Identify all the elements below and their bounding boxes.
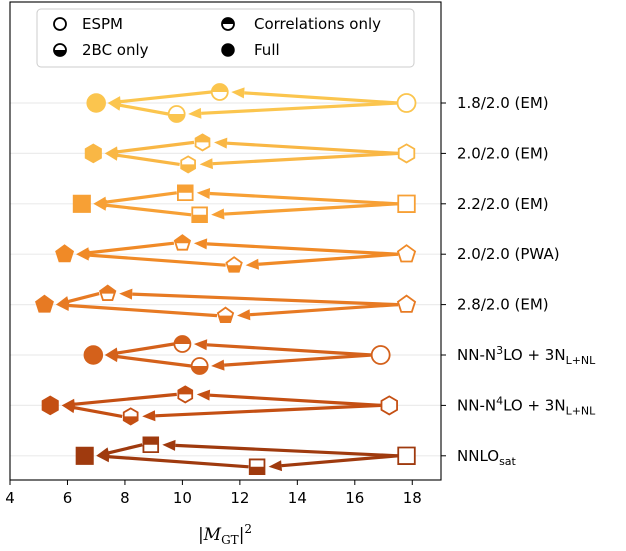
arrow	[104, 351, 192, 368]
full-marker	[72, 194, 91, 213]
arrow	[196, 188, 399, 206]
arrow	[142, 403, 381, 422]
legend-label: ESPM	[82, 15, 123, 33]
plot-frame	[9, 1, 442, 481]
x-tick-label: 18	[403, 489, 422, 507]
legend-marker	[221, 17, 235, 31]
full-marker	[84, 143, 102, 164]
correlations-only-marker	[210, 83, 229, 101]
espm-marker	[396, 294, 417, 313]
x-tick-label: 10	[173, 489, 192, 507]
y-tick-label: 2.0/2.0 (PWA)	[457, 245, 560, 263]
arrow	[119, 288, 399, 307]
arrow	[211, 202, 399, 220]
bc2-only-marker	[122, 407, 139, 426]
bc2-only-marker	[225, 256, 243, 273]
correlations-only-marker	[173, 234, 192, 251]
x-axis-label: |MGT|2	[198, 522, 252, 547]
arrow	[196, 389, 381, 407]
arrow	[162, 439, 399, 458]
espm-marker	[396, 93, 417, 113]
bc2-only-marker	[248, 458, 266, 476]
espm-marker	[397, 143, 416, 164]
full-marker	[35, 294, 54, 313]
full-marker	[83, 345, 104, 365]
espm-marker	[396, 244, 417, 263]
legend-box	[36, 8, 415, 68]
arrow	[193, 238, 399, 256]
bc2-only-marker	[167, 105, 186, 123]
y-tick-label: NNLOsat	[457, 447, 517, 468]
espm-marker	[397, 446, 416, 465]
y-axis-right: 1.8/2.0 (EM) 2.0/2.0 (EM) 2.2/2.0 (EM) 2.0/…	[441, 94, 596, 468]
arrow	[245, 252, 399, 270]
legend-label: Correlations only	[254, 15, 381, 33]
correlations-only-marker	[99, 284, 117, 301]
arrow	[231, 87, 399, 105]
arrow	[214, 137, 399, 155]
y-tick-label: NN-N3LO + 3NL+NL	[457, 344, 596, 367]
arrows-layer	[55, 87, 399, 472]
y-tick-label: 2.2/2.0 (EM)	[457, 195, 549, 213]
correlations-only-marker	[177, 385, 194, 404]
legend-marker	[221, 43, 235, 57]
full-marker	[75, 446, 94, 465]
x-tick-label: 14	[288, 489, 307, 507]
legend-label: 2BC only	[82, 41, 149, 59]
arrow	[96, 451, 249, 469]
arrow	[211, 353, 373, 371]
full-marker	[86, 93, 106, 113]
y-tick-label: 1.8/2.0 (EM)	[457, 94, 549, 112]
y-tick-label: 2.8/2.0 (EM)	[457, 296, 549, 314]
espm-marker	[380, 395, 398, 416]
arrow	[107, 99, 169, 116]
espm-marker	[370, 345, 391, 365]
arrow	[193, 339, 373, 357]
bc2-only-marker	[190, 357, 209, 375]
x-tick-label: 6	[63, 489, 73, 507]
legend: ESPM Correlations only 2BC only Full	[36, 8, 415, 68]
arrow	[188, 101, 399, 119]
markers-layer	[35, 83, 417, 476]
arrow	[76, 249, 226, 267]
y-tick-label: 2.0/2.0 (EM)	[457, 144, 549, 162]
full-marker	[41, 395, 59, 416]
x-tick-label: 16	[345, 489, 364, 507]
bc2-only-marker	[191, 206, 208, 224]
arrow	[199, 151, 399, 170]
x-tick-label: 8	[120, 489, 130, 507]
x-tick-label: 4	[5, 489, 15, 507]
x-tick-label: 12	[230, 489, 249, 507]
arrow	[61, 402, 123, 418]
correlations-only-marker	[194, 133, 211, 152]
correlations-only-marker	[142, 436, 160, 454]
arrow	[93, 199, 192, 217]
arrow	[104, 149, 180, 166]
arrow	[55, 299, 218, 318]
legend-label: Full	[254, 41, 280, 59]
bc2-only-marker	[180, 155, 196, 174]
full-marker	[55, 244, 75, 263]
arrow	[237, 303, 399, 321]
espm-marker	[397, 194, 416, 213]
bc2-only-marker	[216, 306, 235, 323]
y-tick-label: NN-N4LO + 3NL+NL	[457, 394, 596, 417]
arrow	[268, 454, 399, 472]
x-axis: 4 6 8 10 12 14 16 18	[5, 480, 422, 507]
legend-marker	[53, 43, 67, 57]
legend-marker	[53, 17, 67, 31]
correlations-only-marker	[177, 184, 194, 202]
correlations-only-marker	[173, 335, 192, 353]
